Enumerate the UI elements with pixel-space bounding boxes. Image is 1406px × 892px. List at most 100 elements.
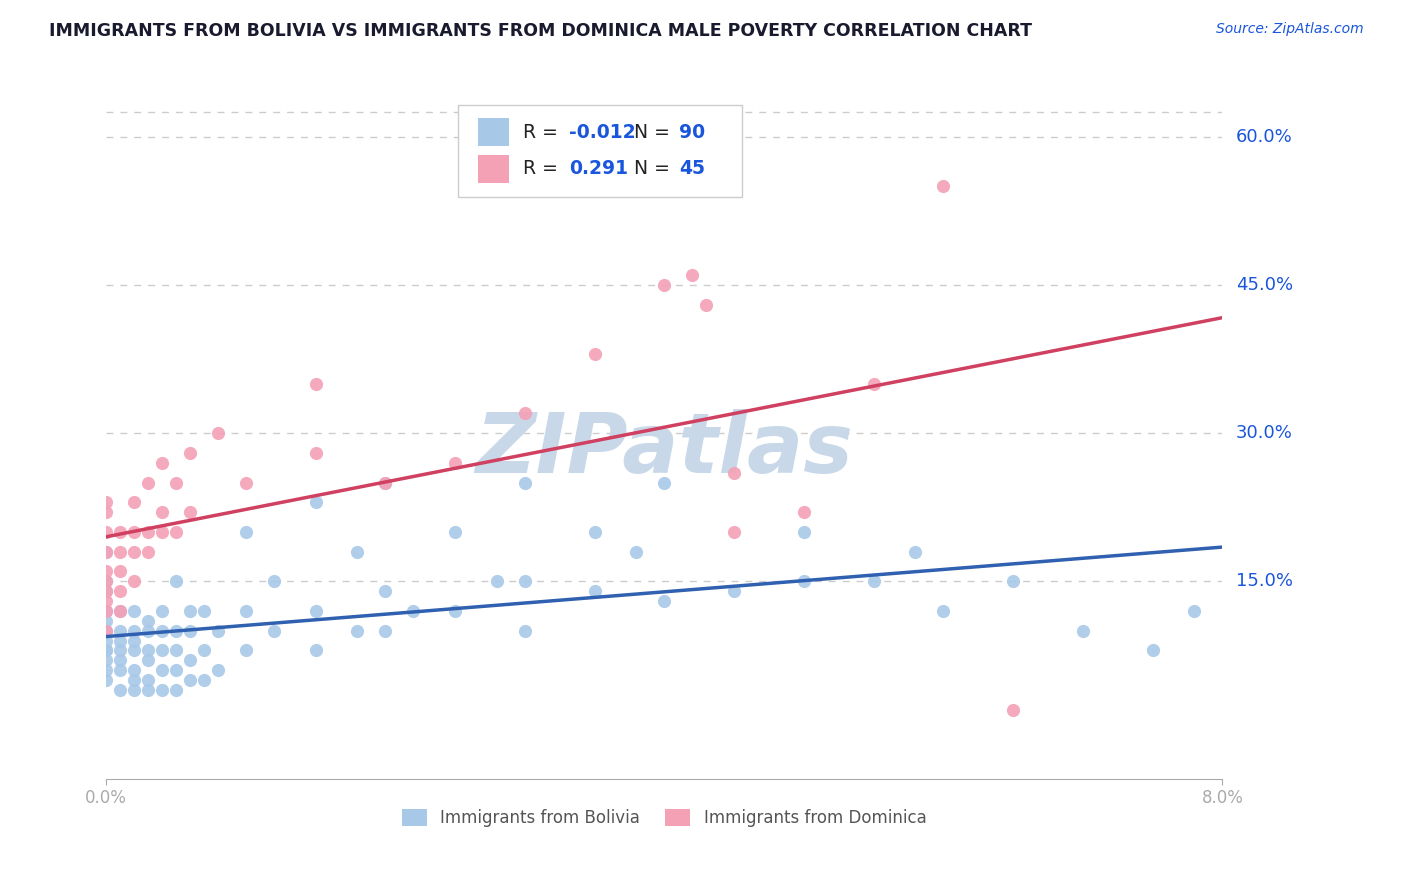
Point [150, 663, 173, 677]
Point [179, 604, 201, 618]
Point [108, 653, 131, 667]
Point [695, 298, 717, 312]
Point [108, 663, 131, 677]
Point [165, 475, 187, 490]
Text: 45.0%: 45.0% [1236, 276, 1294, 294]
Text: 60.0%: 60.0% [1236, 128, 1292, 145]
Point [122, 643, 145, 657]
Text: N =: N = [634, 123, 671, 142]
Legend: Immigrants from Bolivia, Immigrants from Dominica: Immigrants from Bolivia, Immigrants from… [395, 802, 934, 834]
Point [122, 574, 145, 589]
Text: R =: R = [523, 159, 557, 178]
Point [179, 505, 201, 519]
Point [96, 574, 118, 589]
Point [207, 624, 229, 638]
Point [193, 604, 215, 618]
Point [108, 584, 131, 599]
Point [108, 643, 131, 657]
Point [136, 624, 159, 638]
Point [122, 495, 145, 509]
Point [122, 633, 145, 648]
Point [96, 565, 118, 579]
Point [150, 456, 173, 470]
Point [179, 446, 201, 460]
FancyBboxPatch shape [478, 154, 509, 183]
Point [513, 475, 536, 490]
Point [122, 524, 145, 539]
Point [723, 584, 745, 599]
Point [583, 524, 606, 539]
Point [374, 624, 396, 638]
Point [304, 446, 326, 460]
Point [122, 624, 145, 638]
Point [96, 574, 118, 589]
Point [108, 565, 131, 579]
Text: 15.0%: 15.0% [1236, 573, 1292, 591]
FancyBboxPatch shape [478, 118, 509, 146]
Point [165, 524, 187, 539]
Point [652, 594, 675, 608]
Text: -0.012: -0.012 [569, 123, 636, 142]
Point [96, 505, 118, 519]
Point [793, 505, 815, 519]
Point [96, 633, 118, 648]
Point [513, 406, 536, 420]
Point [304, 495, 326, 509]
Point [96, 584, 118, 599]
Point [108, 683, 131, 698]
Point [207, 426, 229, 441]
Point [165, 683, 187, 698]
Point [108, 524, 131, 539]
Point [444, 524, 467, 539]
Point [1184, 604, 1206, 618]
Point [513, 574, 536, 589]
Point [96, 594, 118, 608]
Point [193, 643, 215, 657]
Text: R =: R = [523, 123, 557, 142]
Point [583, 347, 606, 361]
Point [96, 624, 118, 638]
Text: N =: N = [634, 159, 671, 178]
Point [108, 624, 131, 638]
Point [108, 604, 131, 618]
Point [235, 475, 257, 490]
Point [304, 376, 326, 391]
Point [96, 524, 118, 539]
Point [122, 683, 145, 698]
Point [96, 673, 118, 687]
Point [723, 466, 745, 480]
Point [108, 633, 131, 648]
Point [122, 663, 145, 677]
Point [150, 624, 173, 638]
Point [136, 544, 159, 558]
Point [136, 475, 159, 490]
Text: 90: 90 [679, 123, 704, 142]
Point [179, 624, 201, 638]
Point [444, 456, 467, 470]
Point [136, 683, 159, 698]
Point [346, 544, 368, 558]
Point [96, 643, 118, 657]
FancyBboxPatch shape [458, 105, 742, 197]
Point [652, 277, 675, 292]
Point [263, 574, 285, 589]
Point [932, 604, 955, 618]
Point [165, 624, 187, 638]
Point [235, 604, 257, 618]
Text: 30.0%: 30.0% [1236, 424, 1292, 442]
Point [1002, 703, 1025, 717]
Point [513, 624, 536, 638]
Point [626, 544, 648, 558]
Point [179, 653, 201, 667]
Point [681, 268, 703, 282]
Point [150, 683, 173, 698]
Point [932, 179, 955, 194]
Point [136, 643, 159, 657]
Point [96, 544, 118, 558]
Point [235, 524, 257, 539]
Point [136, 673, 159, 687]
Point [108, 604, 131, 618]
Point [1002, 574, 1025, 589]
Point [150, 604, 173, 618]
Text: ZIPatlas: ZIPatlas [475, 409, 853, 490]
